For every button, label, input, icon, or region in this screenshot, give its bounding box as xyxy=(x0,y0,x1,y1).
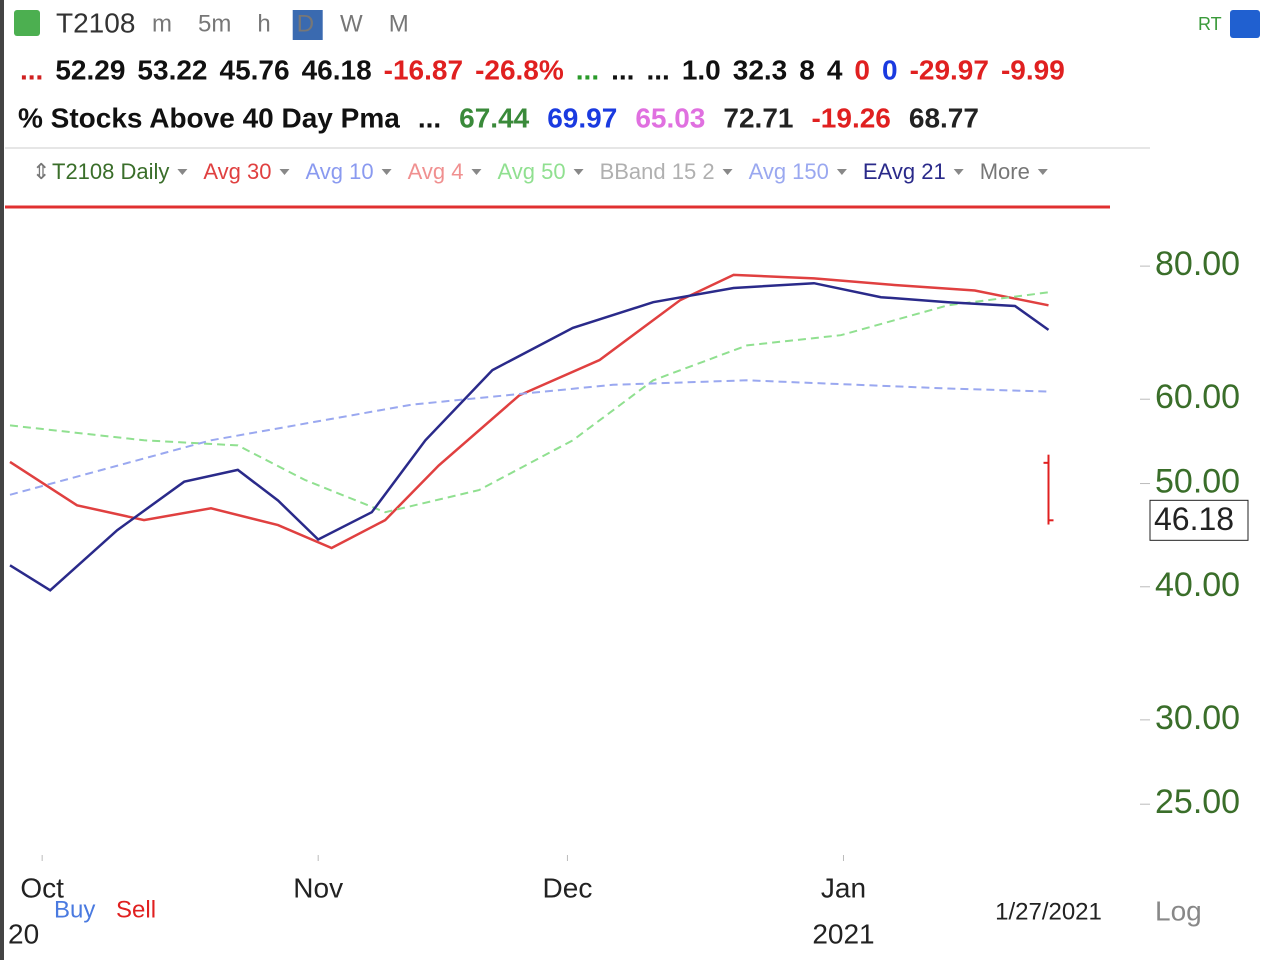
quote-value: ... xyxy=(611,54,634,85)
quote-value: 46.18 xyxy=(302,54,372,85)
legend-dropdown xyxy=(1037,169,1048,175)
legend-item[interactable]: Avg 10 xyxy=(306,159,374,184)
toolbar: T2108 RT xyxy=(14,7,1260,38)
symbol: T2108 xyxy=(56,7,135,38)
add-icon[interactable] xyxy=(14,10,40,36)
name-value: 69.97 xyxy=(547,102,617,133)
legend-dropdown xyxy=(177,169,188,175)
year-label: 2021 xyxy=(812,918,874,949)
x-tick-label: Nov xyxy=(293,872,343,903)
legend-item[interactable]: Avg 4 xyxy=(408,159,464,184)
legend-item[interactable]: Avg 150 xyxy=(749,159,829,184)
quote-value: ... xyxy=(576,54,599,85)
quote-value: 45.76 xyxy=(220,54,290,85)
x-tick-label: Jan xyxy=(821,872,866,903)
date-label: 1/27/2021 xyxy=(995,898,1102,925)
last-price-label: 46.18 xyxy=(1154,501,1234,537)
series-line xyxy=(9,379,1049,496)
period-selected xyxy=(292,10,323,40)
legend-item[interactable]: Avg 30 xyxy=(203,159,271,184)
quote-value: ... xyxy=(20,54,43,85)
legend-arrow: ⇕ xyxy=(32,159,50,184)
quote-value: 8 xyxy=(799,54,815,85)
legend-item[interactable]: EAvg 21 xyxy=(863,159,946,184)
y-tick-label: 30.00 xyxy=(1155,699,1240,737)
legend-item[interactable]: Avg 50 xyxy=(497,159,565,184)
period-button[interactable]: m xyxy=(152,10,172,37)
name-value: % Stocks Above 40 Day Pma xyxy=(18,102,400,133)
y-tick-label: 25.00 xyxy=(1155,783,1240,821)
s-icon[interactable] xyxy=(1230,10,1260,38)
quote-value: ... xyxy=(646,54,669,85)
last-price-box xyxy=(1149,499,1249,541)
legend-dropdown xyxy=(836,169,847,175)
rt-label: RT xyxy=(1198,14,1222,34)
name-value: 68.77 xyxy=(909,102,979,133)
y-tick-label: 60.00 xyxy=(1155,378,1240,416)
period-button[interactable]: 5m xyxy=(198,10,231,37)
period-button[interactable]: D xyxy=(297,10,314,37)
name-value: 72.71 xyxy=(723,102,793,133)
name-value: 65.03 xyxy=(635,102,705,133)
day-label: 20 xyxy=(8,918,39,949)
series-line xyxy=(9,291,1049,514)
name-value: ... xyxy=(418,102,441,133)
legend-item[interactable]: BBand 15 2 xyxy=(600,159,715,184)
quote-value: 32.3 xyxy=(733,54,788,85)
quote-value: 1.0 xyxy=(682,54,721,85)
name-value: 67.44 xyxy=(459,102,529,133)
quote-value: 52.29 xyxy=(55,54,125,85)
legend-dropdown xyxy=(471,169,482,175)
y-tick-label: 80.00 xyxy=(1155,245,1240,283)
sell-button[interactable]: Sell xyxy=(116,896,156,923)
legend-item[interactable]: More xyxy=(980,159,1030,184)
x-tick-label: Dec xyxy=(543,872,593,903)
left-border xyxy=(0,0,4,960)
quote-value: -16.87 xyxy=(384,54,463,85)
quote-value: 0 xyxy=(882,54,898,85)
quote-value: -26.8% xyxy=(475,54,564,85)
period-button[interactable]: M xyxy=(389,10,409,37)
legend-dropdown xyxy=(279,169,290,175)
legend-dropdown xyxy=(722,169,733,175)
quote-value: 53.22 xyxy=(137,54,207,85)
series-line xyxy=(9,281,1050,592)
legend-dropdown xyxy=(573,169,584,175)
y-tick-label: 50.00 xyxy=(1155,463,1240,501)
quote-value: -9.99 xyxy=(1001,54,1065,85)
quote-value: 0 xyxy=(854,54,870,85)
x-tick-label: Oct xyxy=(20,872,64,903)
period-button[interactable]: h xyxy=(257,10,270,37)
name-value: -19.26 xyxy=(811,102,890,133)
legend-item[interactable]: T2108 Daily xyxy=(52,159,169,184)
legend-dropdown xyxy=(381,169,392,175)
legend-dropdown xyxy=(953,169,964,175)
period-button[interactable]: W xyxy=(340,10,363,37)
y-tick-label: 40.00 xyxy=(1155,566,1240,604)
buy-button[interactable]: Buy xyxy=(54,896,95,923)
series-line xyxy=(9,273,1049,550)
quote-value: -29.97 xyxy=(910,54,989,85)
quote-value: 4 xyxy=(827,54,843,85)
scale-toggle[interactable]: Log xyxy=(1155,895,1202,926)
